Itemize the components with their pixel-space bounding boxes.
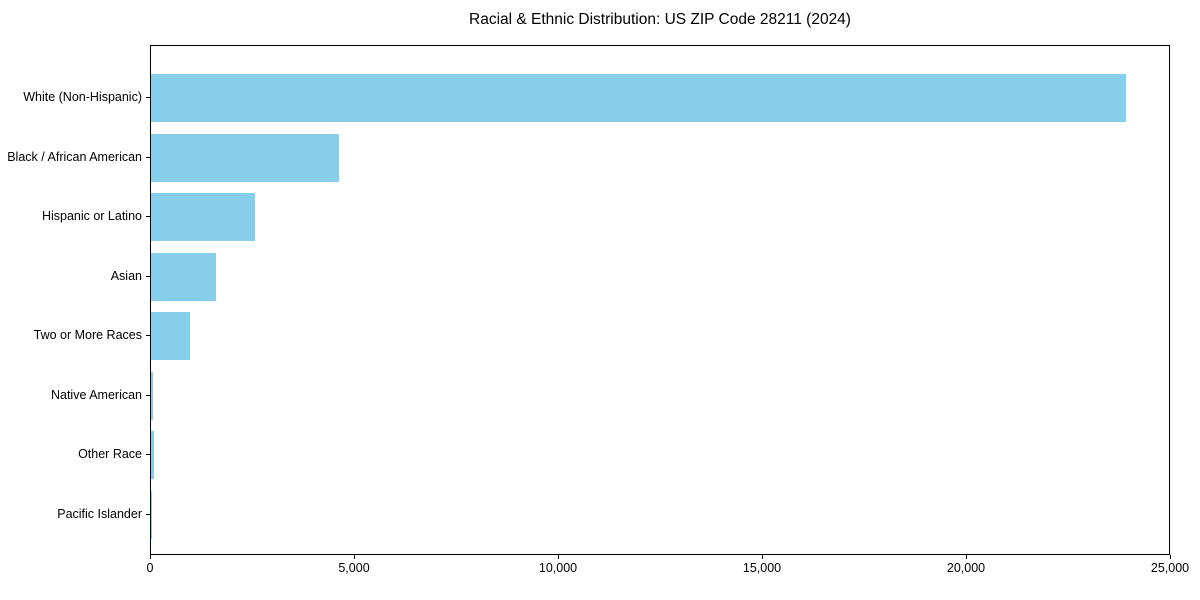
bar	[151, 371, 154, 420]
x-tick-label: 5,000	[338, 561, 370, 575]
bar	[151, 193, 256, 242]
y-tick-mark	[146, 216, 150, 218]
y-tick-label: Other Race	[78, 447, 142, 462]
bar	[151, 431, 155, 480]
y-tick-mark	[146, 394, 150, 396]
chart-title: Racial & Ethnic Distribution: US ZIP Cod…	[469, 11, 851, 28]
x-tick-mark	[965, 555, 967, 559]
x-tick-mark	[1169, 555, 1171, 559]
x-tick-mark	[353, 555, 355, 559]
x-tick-label: 25,000	[1150, 561, 1190, 575]
y-tick-mark	[146, 275, 150, 277]
y-tick-mark	[146, 513, 150, 515]
bar	[151, 133, 339, 182]
bar	[151, 252, 216, 301]
y-tick-label: Hispanic or Latino	[41, 209, 142, 224]
bar	[151, 74, 1127, 122]
x-tick-mark	[761, 555, 763, 559]
y-tick-label: Asian	[110, 268, 142, 283]
y-tick-label: Native American	[50, 387, 142, 402]
x-tick-mark	[149, 555, 151, 559]
bar	[151, 312, 191, 361]
y-tick-label: White (Non-Hispanic)	[23, 90, 142, 104]
x-tick-label: 0	[146, 561, 154, 575]
y-tick-mark	[146, 97, 150, 98]
y-tick-label: Two or More Races	[33, 328, 142, 343]
y-tick-mark	[146, 156, 150, 158]
x-tick-label: 10,000	[538, 561, 578, 575]
plot-area	[150, 45, 1170, 555]
y-tick-mark	[146, 335, 150, 337]
x-tick-mark	[557, 555, 559, 559]
y-tick-label: Pacific Islander	[57, 506, 142, 521]
x-tick-label: 15,000	[742, 561, 782, 575]
x-tick-label: 20,000	[946, 561, 986, 575]
y-tick-mark	[146, 454, 150, 456]
y-tick-label: Black / African American	[7, 149, 142, 164]
